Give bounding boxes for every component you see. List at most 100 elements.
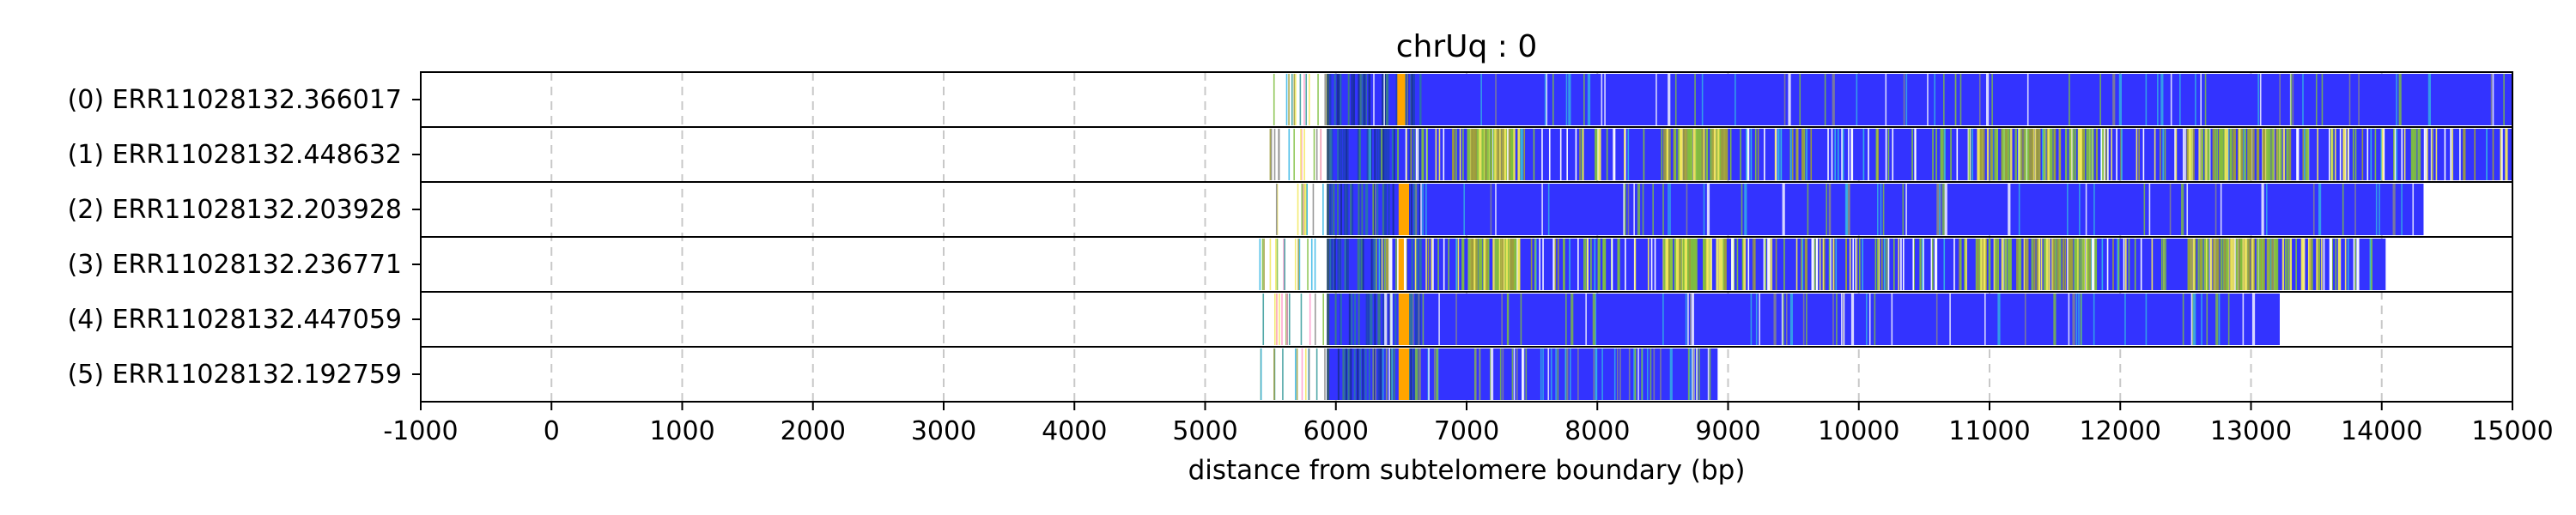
repeat-variant-mark — [1409, 129, 1412, 180]
repeat-variant-mark — [1534, 239, 1537, 290]
repeat-variant-mark — [1807, 184, 1809, 235]
read-track — [420, 181, 2513, 238]
repeat-variant-mark — [2120, 129, 2122, 180]
repeat-variant-mark — [2043, 239, 2046, 290]
repeat-variant-mark — [1718, 239, 1721, 290]
repeat-variant-mark — [1520, 294, 1522, 345]
prefix-variant-mark — [1288, 294, 1291, 345]
repeat-variant-mark — [2356, 239, 2360, 290]
repeat-variant-mark — [2162, 129, 2164, 180]
repeat-variant-mark — [1367, 129, 1370, 180]
repeat-variant-mark — [1977, 239, 1979, 290]
repeat-variant-mark — [1585, 294, 1587, 345]
repeat-variant-mark — [1902, 239, 1905, 290]
repeat-variant-mark — [1497, 129, 1500, 180]
repeat-variant-mark — [1687, 129, 1690, 180]
repeat-variant-mark — [2251, 239, 2254, 290]
repeat-variant-mark — [2354, 129, 2357, 180]
repeat-variant-mark — [2186, 129, 2189, 180]
repeat-variant-mark — [1885, 74, 1887, 125]
repeat-variant-mark — [1613, 129, 1616, 180]
prefix-variant-mark — [1288, 74, 1290, 125]
repeat-variant-mark — [2220, 184, 2222, 235]
repeat-variant-mark — [2318, 184, 2322, 235]
repeat-variant-mark — [2394, 129, 2397, 180]
repeat-variant-mark — [2263, 239, 2265, 290]
repeat-variant-mark — [2222, 239, 2225, 290]
repeat-variant-mark — [2001, 129, 2003, 180]
repeat-variant-mark — [1944, 184, 1947, 235]
repeat-variant-mark — [2076, 239, 2079, 290]
x-tick-label: 11000 — [1948, 416, 2030, 446]
repeat-variant-mark — [1348, 294, 1351, 345]
repeat-variant-mark — [2451, 129, 2454, 180]
repeat-variant-mark — [1517, 239, 1521, 290]
repeat-variant-mark — [1438, 294, 1440, 345]
repeat-variant-mark — [2058, 239, 2061, 290]
repeat-variant-mark — [2069, 129, 2071, 180]
repeat-variant-mark — [1393, 129, 1395, 180]
repeat-variant-mark — [2315, 74, 2318, 125]
repeat-variant-mark — [1698, 129, 1700, 180]
repeat-variant-mark — [1650, 239, 1653, 290]
repeat-variant-mark — [1516, 239, 1518, 290]
repeat-variant-mark — [2205, 129, 2208, 180]
repeat-variant-mark — [1709, 348, 1711, 400]
repeat-variant-mark — [2308, 239, 2311, 290]
repeat-variant-mark — [1368, 294, 1370, 345]
repeat-variant-mark — [2215, 184, 2217, 235]
repeat-variant-mark — [1374, 129, 1376, 180]
repeat-variant-mark — [1628, 348, 1631, 400]
repeat-variant-mark — [1502, 348, 1504, 400]
repeat-variant-mark — [1720, 239, 1722, 290]
repeat-variant-mark — [1422, 129, 1425, 180]
repeat-variant-mark — [1483, 129, 1485, 180]
repeat-variant-mark — [1417, 129, 1419, 180]
repeat-variant-mark — [1880, 184, 1882, 235]
repeat-variant-mark — [1492, 239, 1495, 290]
repeat-variant-mark — [1383, 184, 1386, 235]
repeat-variant-mark — [1806, 294, 1807, 345]
repeat-variant-mark — [1517, 129, 1521, 180]
repeat-variant-mark — [1490, 348, 1494, 400]
repeat-variant-mark — [1978, 129, 1980, 180]
repeat-variant-mark — [1358, 184, 1361, 235]
prefix-variant-mark — [1273, 294, 1276, 345]
repeat-variant-mark — [1563, 239, 1564, 290]
repeat-variant-mark — [2042, 129, 2044, 180]
repeat-variant-mark — [1656, 74, 1657, 125]
read-track — [420, 236, 2513, 293]
repeat-variant-mark — [2160, 74, 2164, 125]
repeat-variant-mark — [1771, 239, 1773, 290]
repeat-variant-mark — [1832, 239, 1835, 290]
repeat-variant-mark — [1823, 239, 1826, 290]
repeat-variant-mark — [1824, 74, 1826, 125]
repeat-variant-mark — [1878, 239, 1880, 290]
repeat-variant-mark — [1880, 239, 1883, 290]
repeat-variant-mark — [2318, 239, 2321, 290]
repeat-variant-mark — [1902, 184, 1905, 235]
repeat-variant-mark — [1652, 184, 1654, 235]
repeat-variant-mark — [1587, 74, 1589, 125]
repeat-variant-mark — [2068, 239, 2070, 290]
repeat-variant-mark — [1810, 129, 1813, 180]
repeat-variant-mark — [2235, 239, 2239, 290]
repeat-variant-mark — [2374, 129, 2377, 180]
repeat-variant-mark — [2323, 239, 2325, 290]
prefix-variant-mark — [1282, 348, 1284, 400]
repeat-variant-mark — [2266, 129, 2269, 180]
repeat-variant-mark — [1376, 129, 1379, 180]
repeat-variant-mark — [1806, 129, 1807, 180]
read-label: (3) ERR11028132.236771 — [68, 250, 402, 280]
repeat-variant-mark — [2208, 129, 2211, 180]
repeat-variant-mark — [2142, 129, 2145, 180]
repeat-variant-mark — [2016, 239, 2019, 290]
repeat-variant-mark — [1416, 239, 1419, 290]
repeat-variant-mark — [1848, 129, 1850, 180]
repeat-variant-mark — [1677, 129, 1680, 180]
x-tick-label: 9000 — [1695, 416, 1760, 446]
prefix-variant-mark — [1314, 294, 1316, 345]
repeat-variant-mark — [2024, 294, 2026, 345]
repeat-variant-mark — [1496, 239, 1498, 290]
repeat-variant-mark — [1699, 129, 1702, 180]
